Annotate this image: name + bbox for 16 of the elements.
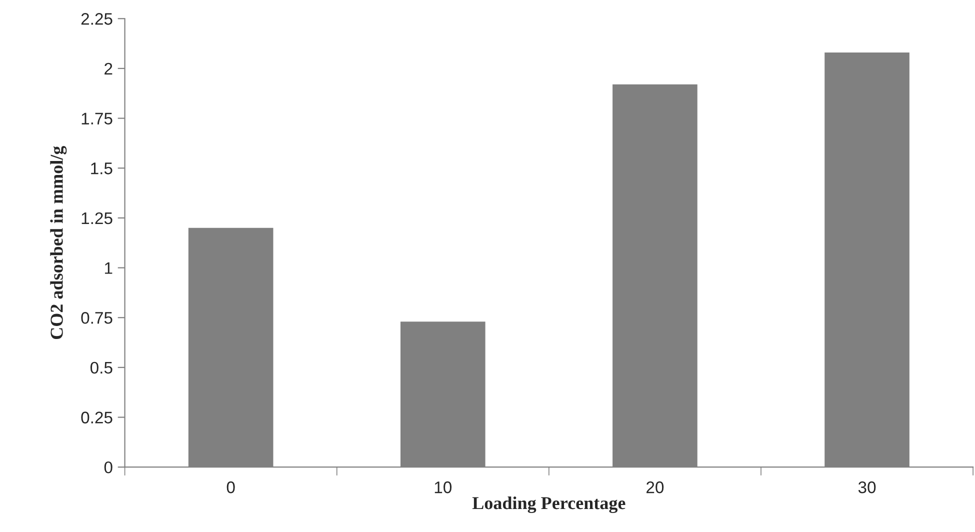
y-tick-label: 0.5 (90, 362, 112, 374)
y-tick-label: 0 (104, 461, 112, 474)
x-tick-label: 0 (226, 481, 235, 494)
x-axis-title: Loading Percentage (472, 496, 626, 514)
y-tick-label: 0.25 (81, 412, 112, 424)
y-tick-label: 1.75 (82, 112, 112, 124)
y-tick-label: 0.75 (81, 312, 112, 324)
y-axis-title: CO2 adsorbed in mmol/g (50, 146, 67, 340)
y-tick-label: 1.25 (82, 212, 112, 224)
x-tick-label: 30 (858, 481, 876, 494)
y-tick-label: 1.5 (91, 162, 112, 174)
y-tick-label: 1 (104, 262, 112, 274)
x-tick-label: 10 (434, 481, 452, 494)
y-tick-label: 2 (104, 62, 112, 74)
x-tick-label: 20 (646, 481, 664, 494)
y-tick-label: 2.25 (81, 13, 112, 25)
